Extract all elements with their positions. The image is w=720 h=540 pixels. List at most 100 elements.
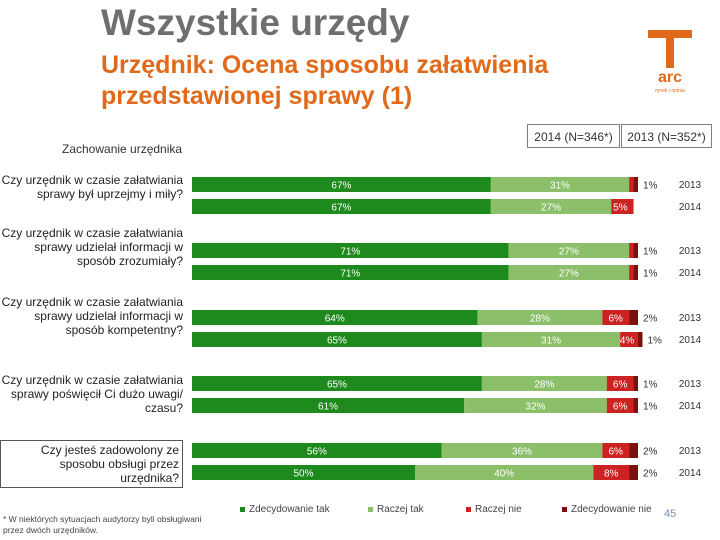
bar-value-label: 1% [643,269,658,280]
bar-segment [629,265,634,280]
page-subtitle: Urzędnik: Ocena sposobu załatwienia prze… [101,51,549,110]
bar-value-label: 2% [643,447,658,458]
bar-value-label: 1% [643,380,658,391]
row-year-label: 2014 [679,268,702,279]
bar-value-label: 31% [541,336,561,347]
bar-segment [593,465,630,480]
bar-segment [464,398,607,413]
bar-segment [192,265,509,280]
bar-value-label: 1% [643,402,658,413]
bar-value-label: 6% [613,380,628,391]
arc-logo: arc rynek i opinia [648,30,692,94]
legend-label: Zdecydowanie nie [571,504,652,515]
bar-segment [481,332,621,347]
bar-value-label: 65% [327,380,347,391]
bar-value-label: 40% [494,469,514,480]
legend-box-2013: 2013 (N=352*) [621,124,712,148]
bar-segment [633,243,638,258]
bar-value-label: 64% [325,314,345,325]
bar-segment [606,376,634,391]
bar-value-label: 31% [550,181,570,192]
bar-segment [441,443,603,458]
bar-segment [629,465,638,480]
bar-segment [620,332,638,347]
row-year-label: 2013 [679,180,702,191]
row-year-label: 2014 [679,468,702,479]
bar-segment [633,177,638,192]
bar-segment [508,265,630,280]
row-year-label: 2013 [679,313,702,324]
legend-item: Zdecydowanie tak [240,504,330,515]
legend-label: Raczej tak [377,504,424,515]
bar-segment [629,177,634,192]
bar-value-label: 71% [340,247,360,258]
legend-swatch [466,506,471,512]
bar-value-label: 67% [331,181,351,192]
bar-segment [490,177,630,192]
legend-item: Raczej nie [466,504,522,515]
bar-value-label: 36% [512,447,532,458]
bar-segment [633,398,638,413]
bar-value-label: 2% [643,314,658,325]
bar-value-label: 6% [608,314,623,325]
svg-text:rynek i opinia: rynek i opinia [655,88,685,94]
bar-segment [633,376,638,391]
bar-segment [192,398,465,413]
bar-segment [606,398,634,413]
legend-label: Raczej nie [475,504,522,515]
bar-segment [192,376,482,391]
bar-value-label: 27% [541,203,561,214]
page-number: 45 [664,508,677,520]
svg-text:arc: arc [658,69,682,86]
bar-segment [638,332,643,347]
bar-value-label: 1% [643,181,658,192]
bar-value-label: 28% [534,380,554,391]
bar-segment [629,243,634,258]
bar-segment [192,177,491,192]
bar-value-label: 50% [293,469,313,480]
legend-label: Zdecydowanie tak [249,504,330,515]
bar-value-label: 1% [647,336,662,347]
bar-segment [192,332,482,347]
bar-value-label: 5% [613,203,628,214]
bar-segment [192,310,478,325]
question-label: Czy urzędnik w czasie załatwiania sprawy… [1,373,183,415]
bar-value-label: 28% [530,314,550,325]
legend-box-2014: 2014 (N=346*) [527,124,620,148]
bar-segment [192,443,442,458]
row-year-label: 2014 [679,202,702,213]
bar-value-label: 56% [307,447,327,458]
question-label: Czy urzędnik w czasie załatwiania sprawy… [1,295,183,337]
legend-swatch [240,506,245,512]
legend-item: Raczej tak [368,504,424,515]
page-title: Wszystkie urzędy [101,2,410,43]
bar-segment [415,465,594,480]
bar-segment [477,310,603,325]
bar-segment [629,310,638,325]
bar-segment [490,199,612,214]
bar-value-label: 65% [327,336,347,347]
bar-value-label: 8% [604,469,619,480]
bar-value-label: 4% [620,336,635,347]
question-label: Czy urzędnik w czasie załatwiania sprawy… [1,226,183,268]
bar-value-label: 1% [643,247,658,258]
bar-segment [633,265,638,280]
bar-value-label: 61% [318,402,338,413]
bar-value-label: 6% [613,402,628,413]
bar-segment [192,199,491,214]
bar-segment [629,443,638,458]
bar-value-label: 67% [331,203,351,214]
bar-value-label: 71% [340,269,360,280]
bar-segment [602,443,630,458]
legend-item: Zdecydowanie nie [562,504,652,515]
footnote: * W niektórych sytuacjach audytorzy byli… [3,514,202,535]
bar-segment [602,310,630,325]
question-label: Czy urzędnik w czasie załatwiania sprawy… [1,173,183,201]
bar-segment [508,243,630,258]
row-year-label: 2014 [679,401,702,412]
row-year-label: 2014 [679,335,702,346]
bar-value-label: 6% [608,447,623,458]
legend-swatch [562,506,567,512]
bar-segment [611,199,634,214]
section-label: Zachowanie urzędnika [62,142,183,156]
